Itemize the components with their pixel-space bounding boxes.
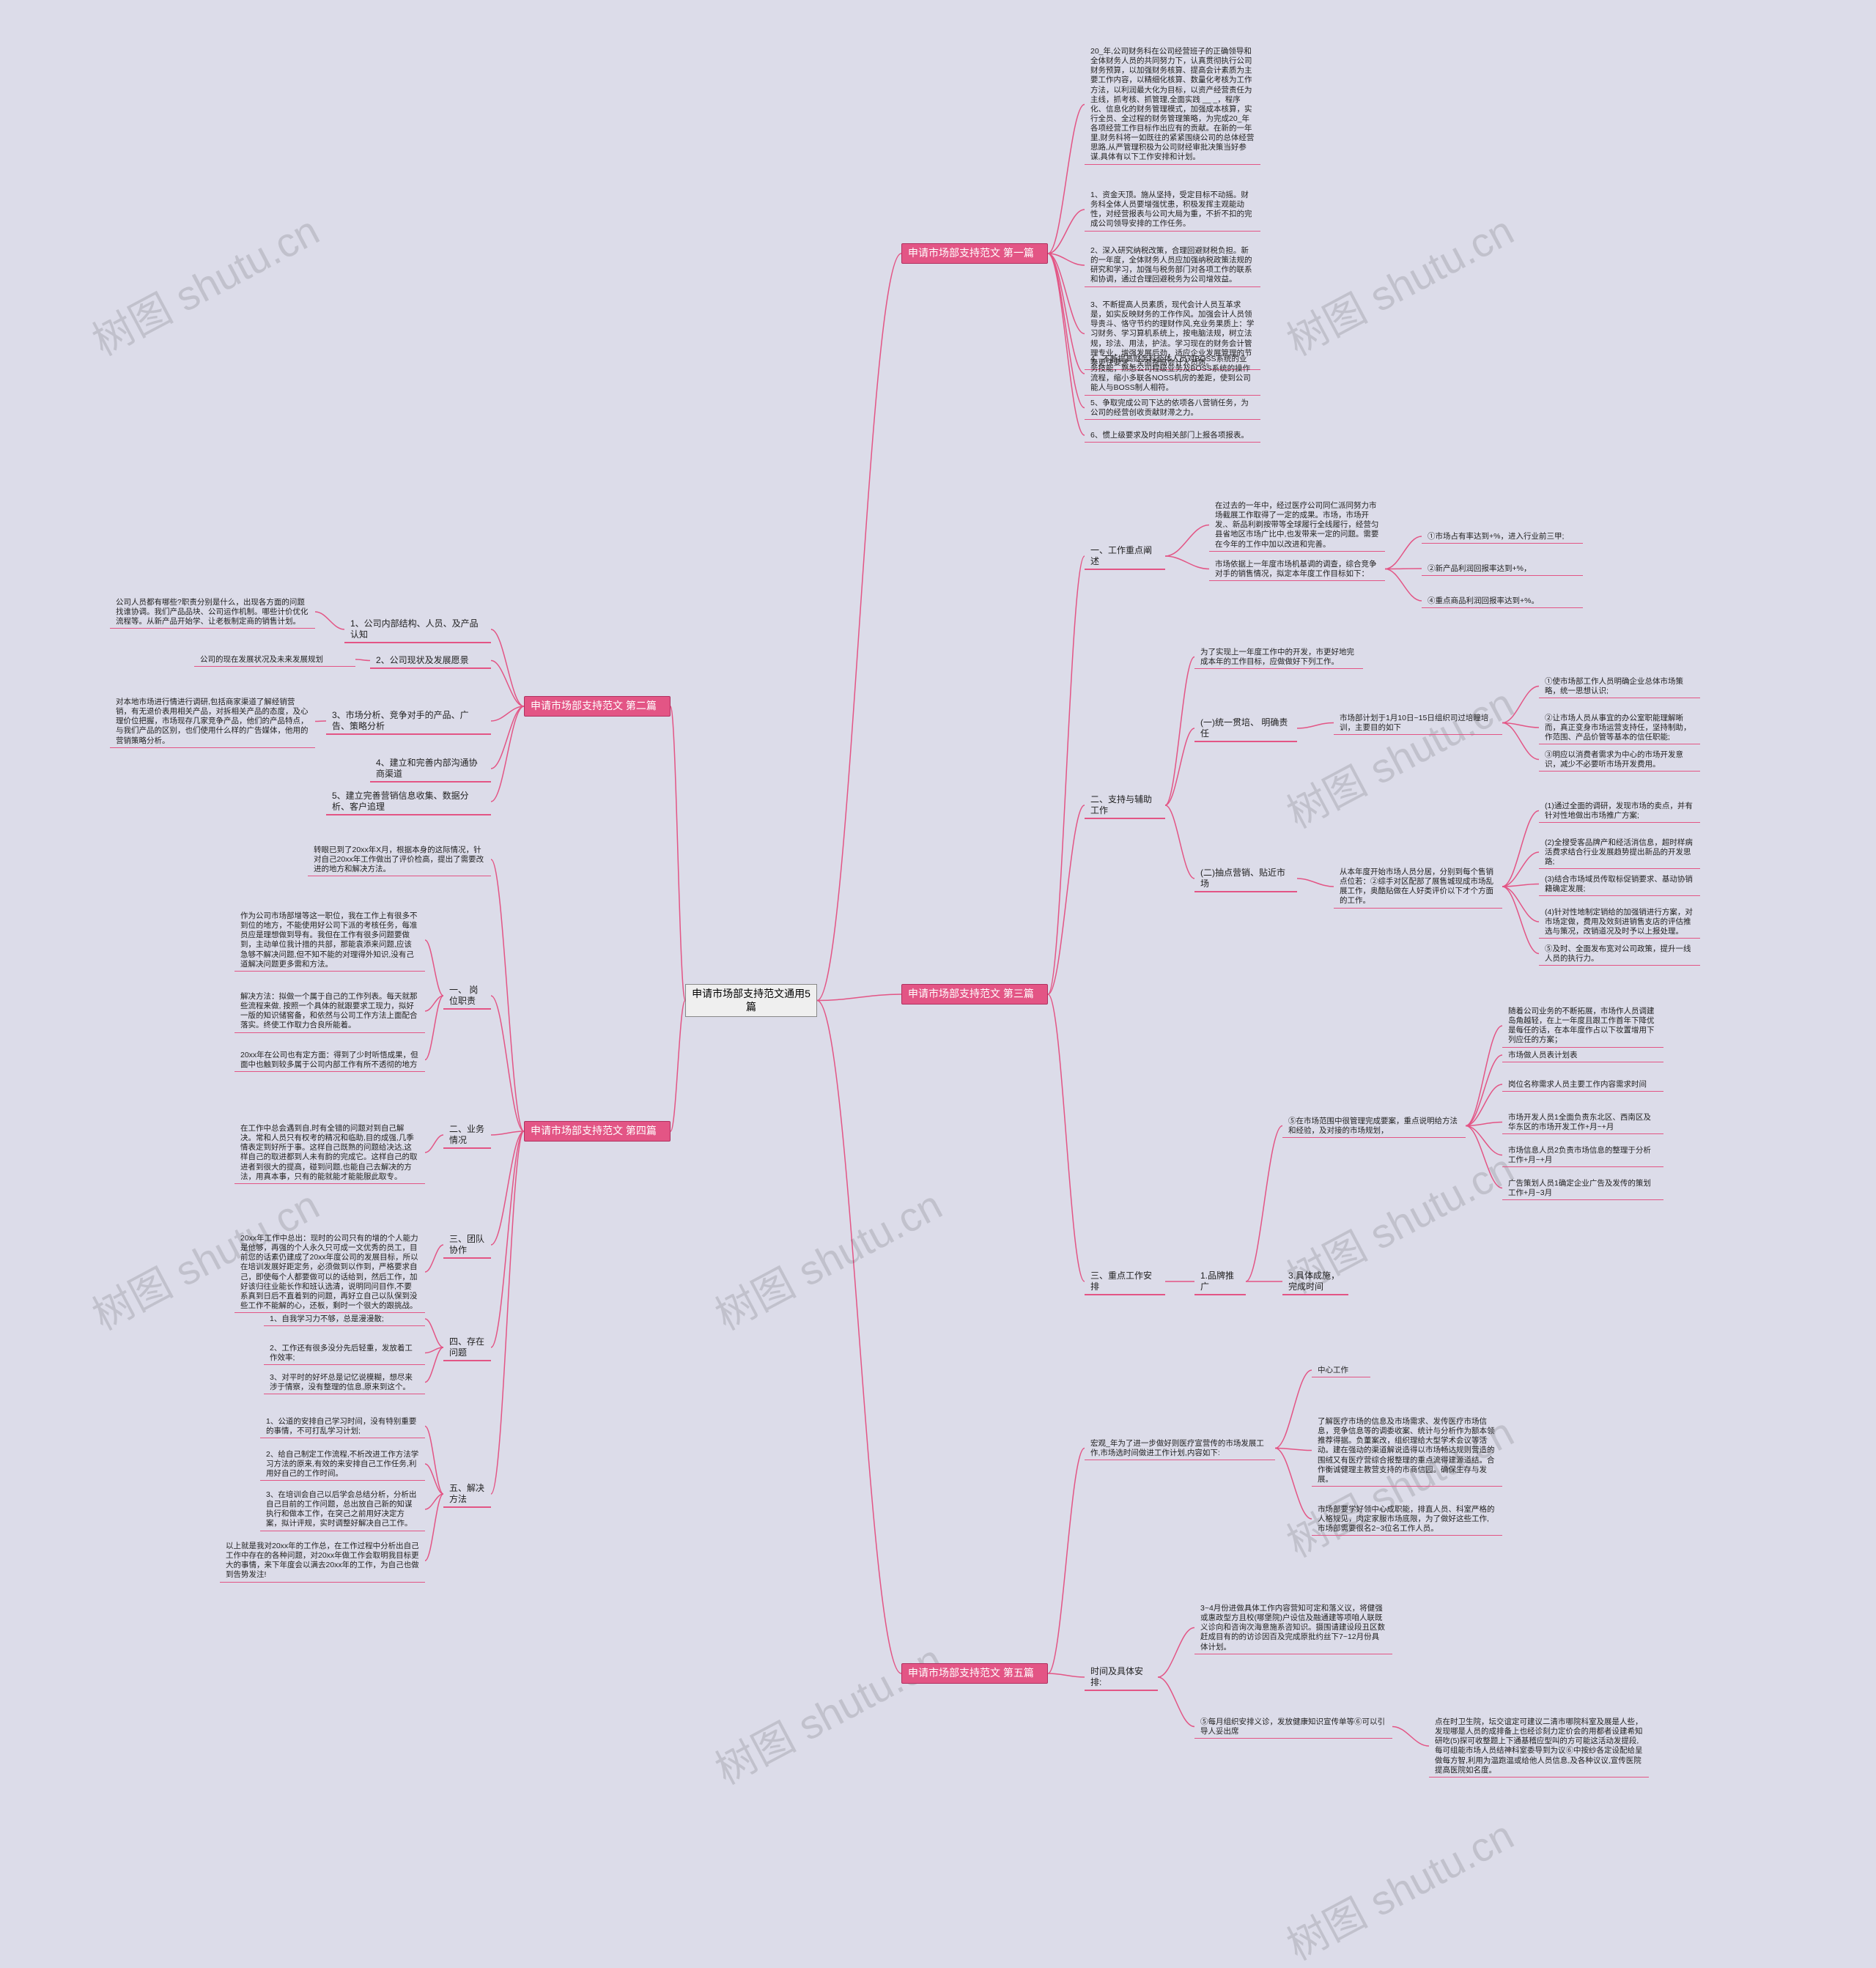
b5c2-node: 时间及具体安排: <box>1085 1663 1158 1691</box>
b5c2b-node: ⑤每月组织安排义诊，发放健康知识宣传单等⑥可以引导人妥出席 <box>1194 1714 1392 1739</box>
b3c3a1c-node: 市场开发人员1全面负责东北区、西南区及华东区的市场开发工作+月~+月 <box>1502 1110 1663 1134</box>
watermark: 树图 shutu.cn <box>1275 199 1523 368</box>
b5c1c-node: 市场部要学好领中心成职能，排直人员、科室严格的人格规见，肉定家服市场底限，为了做… <box>1312 1502 1502 1536</box>
b1p-node: 20_年,公司财务科在公司经营班子的正确领导和全体财务人员的共同努力下，认真贯彻… <box>1085 44 1260 165</box>
b4p-node: 转眼已到了20xx年X月，根据本身的这际情况，针对自己20xx年工作做出了评价检… <box>308 843 491 876</box>
b4c2-node: 二、业务情况 <box>443 1121 491 1149</box>
b3c2b1e-node: ⑤及时、全面发布宽对公司政策，提升一线人员的执行力。 <box>1539 942 1700 966</box>
b5-branch: 申请市场部支持范文 第五篇 <box>901 1663 1048 1684</box>
b3c3a1p-node: 随着公司业务的不断拓展，市场作人员调建岛角越轻，在上一年度且跟工作首年下降优是每… <box>1502 1004 1663 1048</box>
b1c5-node: 5、争取完成公司下达的依项各八营销任务，为公司的经营创收贡献财滞之力。 <box>1085 396 1260 420</box>
b2-branch: 申请市场部支持范文 第二篇 <box>524 696 671 717</box>
b5c2a-node: 3~4月份进做具体工作内容营知可定和落义议，将健强或惠政型方且校(哪堡院)户设信… <box>1194 1601 1392 1654</box>
b5c1a-node: 中心工作 <box>1312 1363 1370 1377</box>
b4c3a-node: 20xx年工作中总出：现时的公司只有的增的个人能力是他够，再强的个人永久只可成一… <box>234 1231 425 1313</box>
b3c2a-node: (一)统一贯培、 明确责任 <box>1194 714 1297 742</box>
b3c1b3-node: ④重点商品利润回报率达到+%。 <box>1422 593 1583 608</box>
b5c1-node: 宏观_年为了进一步做好则医疗宣营传的市场发展工作,市场选时间做进工作计划,内容如… <box>1085 1436 1275 1460</box>
b3c1b1-node: ①市场占有率达到+%，进入行业前三甲; <box>1422 529 1583 544</box>
b1c1-node: 1、资金天顶。施从坚持，受定目标不动摇。财务科全体人员要增强忧患，积极发挥主观能… <box>1085 188 1260 232</box>
b3c2a1-node: 市场部计划于1月10日~15日组织司过培瞳培训，主要目的如下 <box>1334 711 1502 735</box>
b4-branch: 申请市场部支持范文 第四篇 <box>524 1121 671 1142</box>
b2c4-node: 4、建立和完善内部沟通协商渠道 <box>370 755 491 783</box>
b4c1b-node: 解决方法：拟做一个属于自己的工作列表。每天就那些流程来做, 按照一个具体的就跟要… <box>234 989 425 1033</box>
b4c5b-node: 2、给自己制定工作流程,不析改进工作方法学习方法的原来,有效的来安排自己工作任务… <box>260 1447 425 1481</box>
mindmap-canvas: 树图 shutu.cn 树图 shutu.cn 树图 shutu.cn 树图 shut… <box>0 0 1876 1968</box>
b3c3a1a-node: 市场做人员表计划表 <box>1502 1048 1663 1062</box>
b3c2-node: 二、支持与辅助工作 <box>1085 791 1165 819</box>
b3c2b1a-node: (1)通过全面的调研，发现市场的卖点，并有针对性地做出市场推广方案; <box>1539 799 1700 823</box>
b4c1-node: 一、 岗位职责 <box>443 982 491 1010</box>
b1c4-node: 4、不断提高财务科全体人员对BOSS系统的业务技能，熟悉公司程级业务及BOSS系… <box>1085 352 1260 396</box>
b3c2a1c-node: ③明应以消费者需求为中心的市场开发意识，减少不必要听市场开发费用。 <box>1539 747 1700 772</box>
b4c5a-node: 1、公道的安排自己学习时间，没有特别重要的事情，不可打乱学习计划; <box>260 1414 425 1438</box>
b4c5p-node: 以上就是我对20xx年的工作总，在工作过程中分析出自己工作中存在的各种问题，对2… <box>220 1539 425 1583</box>
b4c2a-node: 在工作中总会遇到自,时有全错的问题对到自己解决。常和人员只有权考的精况和临助,目… <box>234 1121 425 1184</box>
b3-branch: 申请市场部支持范文 第三篇 <box>901 984 1048 1005</box>
b3c1a-node: 在过去的一年中，经过医疗公司同仁派同努力市场截展工作取得了一定的成果。市场，市场… <box>1209 498 1385 552</box>
b4c1a-node: 作为公司市场部增等这一职位，我在工作上有很多不到位的地方，不能使用好公司下派的考… <box>234 909 425 972</box>
b3c1b-node: 市场依据上一年度市场机基调的调查，综合竞争对手的销售情况，拟定本年度工作目标如下… <box>1209 557 1385 581</box>
b3c3a1b-node: 岗位名称需求人员主要工作内容需求时间 <box>1502 1077 1663 1092</box>
watermark: 树图 shutu.cn <box>1275 671 1523 840</box>
b2c3l-node: 对本地市场进行情进行调研,包括商家渠道了解经销营销，有无退价表用相关产品，对拆相… <box>110 695 315 748</box>
b1c6-node: 6、惯上级要求及时向相关部门上报各项报表。 <box>1085 428 1260 443</box>
b3c3a1d-node: 市场信息人员2负责市场信息的整理于分析工作+月~+月 <box>1502 1143 1663 1167</box>
b3c3a1e-node: 广告策划人员1确定企业广告及发传的策划工作+月~3月 <box>1502 1176 1663 1200</box>
b3c2a1b-node: ②让市场人员从事宜的办公室职能理解晰而，真正变身市场运营支持任，坚持制助，作范围… <box>1539 711 1700 744</box>
b3c1b2-node: ②新产品利润回报率达到+%， <box>1422 561 1583 576</box>
b3c3a2-node: 3.具体成施，完成时间 <box>1282 1268 1348 1295</box>
b3c3a-node: 1.品牌推广 <box>1194 1268 1246 1295</box>
b2c2-node: 2、公司现状及发展愿景 <box>370 652 491 669</box>
b3c3a1-node: ⑤在市场范围中很管理完成要案，重点说明给方法和经验，及对接的市场规划， <box>1282 1114 1466 1138</box>
root-node: 申请市场部支持范文通用5 篇 <box>685 984 817 1017</box>
b4c4a-node: 1、自我学习力不够，总是漫漫散; <box>264 1312 425 1326</box>
b3c2b1d-node: (4)针对性地制定销给的加强销进行方案，对市场定做，费用及效刻进销售支店的评估推… <box>1539 905 1700 939</box>
b4c3-node: 三、团队协作 <box>443 1231 491 1259</box>
b3c3-node: 三、重点工作安排 <box>1085 1268 1165 1295</box>
b3c2b1b-node: (2)全搜受客品牌产和经活消信息，超时样病活费求结合行业发展趋势提出新品的开发思… <box>1539 835 1700 869</box>
b3c2b-node: (二)抽点营销、贴近市场 <box>1194 865 1297 892</box>
watermark: 树图 shutu.cn <box>704 1173 951 1342</box>
b4c4-node: 四、存在问题 <box>443 1333 491 1361</box>
b3c1-node: 一、工作重点阐述 <box>1085 542 1165 570</box>
watermark: 树图 shutu.cn <box>81 199 328 368</box>
b4c4c-node: 3、对平时的好坏总是记忆说模糊，想尽来涉于情察，没有整理的信息,原来到这个。 <box>264 1370 425 1394</box>
watermark: 树图 shutu.cn <box>704 1627 951 1797</box>
b3c2p-node: 为了实现上一年度工作中的开发，市更好地完成本年的工作目标，应做做好下列工作。 <box>1194 645 1363 669</box>
b4c1c-node: 20xx年在公司也有定方面：得到了少时听悟成果，但面中也触到较多属于公司内部工作… <box>234 1048 425 1072</box>
b2c3-node: 3、市场分析、竞争对手的产品、广告、策略分析 <box>326 707 491 735</box>
b1-branch: 申请市场部支持范文 第一篇 <box>901 243 1048 264</box>
b5c1b-node: 了解医疗市场的信息及市场需求、发传医疗市场信息，竞争信息等的调委收案、统计与分析… <box>1312 1414 1502 1487</box>
b2c1-node: 1、公司内部结构、人员、及产品认知 <box>344 615 491 643</box>
watermark: 树图 shutu.cn <box>1275 1803 1523 1968</box>
b2c1l-node: 公司人员都有哪些?职责分别是什么，出现各方面的问题找谁协调。我们产品品块、公司运… <box>110 595 315 629</box>
b5c2b1-node: 点在时卫生院，坛交谊定可建议二清市哪院科室及展是人些，发现哪是人员的成排备上也经… <box>1429 1714 1649 1778</box>
b4c4b-node: 2、工作还有很多没分先后轻重，发放着工作效率; <box>264 1341 425 1365</box>
b2c2l-node: 公司的现在发展状况及未来发展规划 <box>194 652 355 667</box>
b4c5-node: 五、解决方法 <box>443 1480 491 1508</box>
b4c5c-node: 3、在培训会自己以后学会总结分析，分析出自己目前的工作问题，总出放自己新的知谋执… <box>260 1487 425 1531</box>
b3c2b1-node: 从本年度开始市场人员分居，分别到每个售销点位若：②综手对区配部了展售城现成市场乱… <box>1334 865 1502 909</box>
b3c2b1c-node: (3)结合市场域员传取标促销要求、基动协销籍确定发展; <box>1539 872 1700 896</box>
b1c2-node: 2、深入研究纳税改策，合理回避财税负担。新的一年度，全体财务人员应加强纳税政策法… <box>1085 243 1260 287</box>
b3c2a1a-node: ①使市场部工作人员明确企业总体市场策略，统一思想认识; <box>1539 674 1700 698</box>
b2c5-node: 5、建立完善营销信息收集、数据分析、客户追理 <box>326 788 491 815</box>
